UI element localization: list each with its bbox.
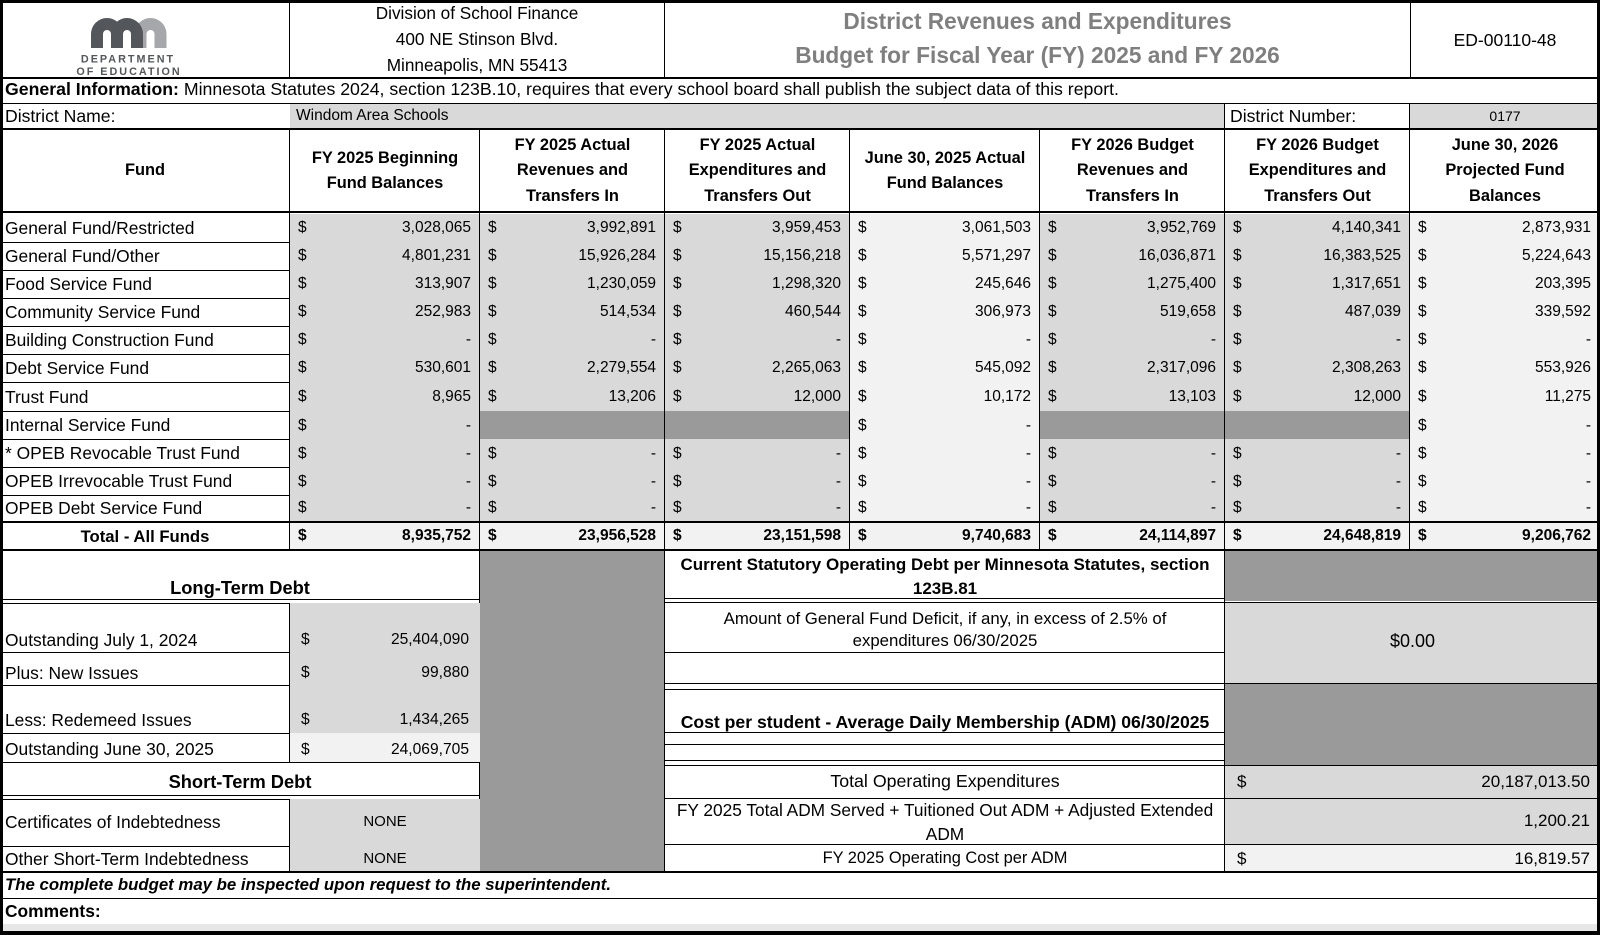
svg-text:DEPARTMENT: DEPARTMENT: [81, 53, 175, 65]
svg-text:OF EDUCATION: OF EDUCATION: [76, 66, 181, 77]
